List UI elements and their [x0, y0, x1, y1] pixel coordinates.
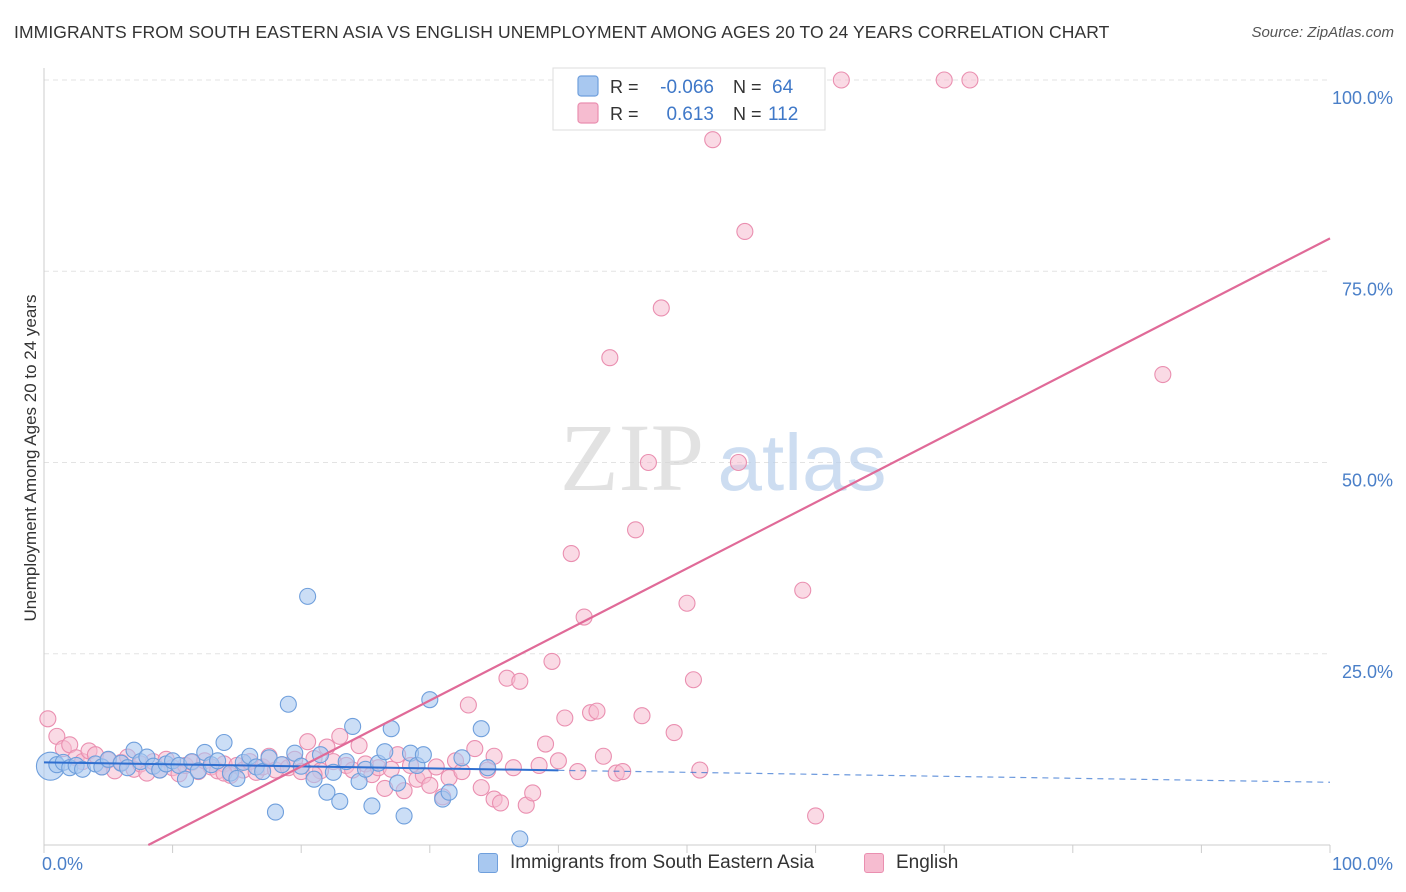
english-point	[536, 735, 555, 753]
legend-n-label-pink: N =	[733, 104, 762, 124]
english-point	[588, 702, 606, 720]
sea-point	[440, 783, 458, 801]
english-point	[961, 71, 979, 89]
english-point	[807, 807, 825, 825]
sea-point	[279, 695, 297, 713]
watermark-zip: ZIP	[560, 404, 704, 511]
sea-point	[414, 746, 432, 764]
legend-r-label-blue: R =	[610, 77, 639, 97]
sea-point	[305, 770, 323, 788]
english-point	[556, 709, 574, 727]
english-point	[575, 608, 593, 626]
legend-r-label-pink: R =	[610, 104, 639, 124]
english-point	[794, 581, 812, 599]
legend-r-value-pink: 0.613	[666, 104, 714, 125]
sea-point	[254, 763, 272, 781]
sea-point	[273, 756, 291, 774]
english-point	[935, 71, 953, 89]
bottom-legend-item-pink: English	[864, 852, 958, 874]
english-point	[832, 71, 850, 89]
english-point	[491, 794, 510, 812]
bottom-legend-label-pink: English	[896, 852, 959, 873]
english-point	[601, 349, 619, 367]
english-point	[543, 652, 561, 670]
sea-point	[479, 759, 497, 777]
legend-n-value-pink: 112	[768, 104, 798, 125]
sea-point	[176, 770, 195, 788]
english-point	[466, 740, 484, 758]
legend-swatch-blue	[577, 75, 599, 97]
bottom-legend-swatch-pink	[864, 853, 884, 873]
english-point	[299, 733, 317, 751]
english-trend-line	[147, 237, 1331, 846]
english-point	[594, 747, 612, 765]
sea-point	[511, 830, 529, 848]
sea-point	[318, 783, 336, 801]
sea-point	[453, 749, 471, 767]
english-point	[427, 758, 445, 776]
english-point	[39, 710, 57, 728]
y-tick-label: 50.0%	[1342, 471, 1393, 491]
bottom-legend-label-blue: Immigrants from South Eastern Asia	[510, 852, 815, 873]
english-point	[504, 759, 522, 777]
sea-point	[324, 763, 342, 781]
english-point	[569, 763, 587, 781]
tick-labels: 25.0% 50.0% 75.0% 100.0% 0.0% 100.0%	[42, 88, 1393, 874]
english-point	[549, 752, 567, 770]
english-point	[562, 544, 580, 563]
sea-point	[376, 743, 394, 761]
english-point	[729, 453, 747, 472]
sea-point	[344, 717, 362, 735]
bottom-legend-swatch-blue	[478, 853, 498, 873]
legend-swatch-pink	[577, 102, 599, 124]
x-tick-label-max: 100.0%	[1332, 854, 1393, 874]
sea-point	[337, 753, 355, 771]
english-point	[691, 761, 709, 779]
sea-point	[331, 792, 349, 810]
sea-points	[35, 587, 529, 848]
english-point	[704, 131, 722, 149]
sea-point	[215, 733, 233, 752]
correlation-legend: R = -0.066 N = 64 R = 0.613 N = 112	[552, 67, 826, 131]
english-point	[627, 521, 645, 539]
english-point	[639, 453, 657, 472]
y-tick-label: 75.0%	[1342, 279, 1393, 299]
sea-point	[266, 803, 285, 821]
bottom-legend: Immigrants from South Eastern Asia Engli…	[0, 850, 1406, 880]
watermark: ZIP atlas	[560, 404, 886, 511]
legend-n-value-blue: 64	[772, 77, 794, 98]
sea-point	[228, 769, 246, 787]
english-point	[684, 671, 702, 689]
sea-point	[363, 797, 381, 815]
english-point	[459, 696, 477, 714]
english-point	[736, 222, 754, 241]
y-tick-label: 100.0%	[1332, 88, 1393, 108]
sea-point	[209, 752, 227, 770]
english-point	[665, 723, 683, 742]
english-point	[421, 776, 439, 794]
sea-point	[395, 807, 413, 825]
trend-lines	[43, 237, 1331, 846]
english-point	[331, 727, 349, 745]
y-tick-label: 25.0%	[1342, 662, 1393, 682]
sea-point	[389, 774, 407, 792]
legend-n-label-blue: N =	[733, 77, 762, 97]
legend-r-value-blue: -0.066	[660, 77, 714, 98]
sea-point	[299, 587, 317, 605]
english-point	[652, 299, 670, 317]
english-point	[511, 672, 529, 690]
x-tick-label-min: 0.0%	[42, 854, 83, 874]
source-label: Source: ZipAtlas.com	[1251, 24, 1394, 41]
sea-trend-line-dashed	[558, 769, 1331, 783]
sea-point	[472, 720, 490, 738]
chart-title: IMMIGRANTS FROM SOUTH EASTERN ASIA VS EN…	[14, 22, 1110, 42]
y-axis-label: Unemployment Among Ages 20 to 24 years	[21, 295, 40, 622]
english-point	[472, 779, 490, 797]
english-point	[678, 594, 696, 612]
english-point	[1154, 365, 1172, 384]
bottom-legend-item-blue: Immigrants from South Eastern Asia	[478, 852, 814, 874]
english-point	[524, 784, 542, 802]
english-point	[633, 707, 651, 725]
